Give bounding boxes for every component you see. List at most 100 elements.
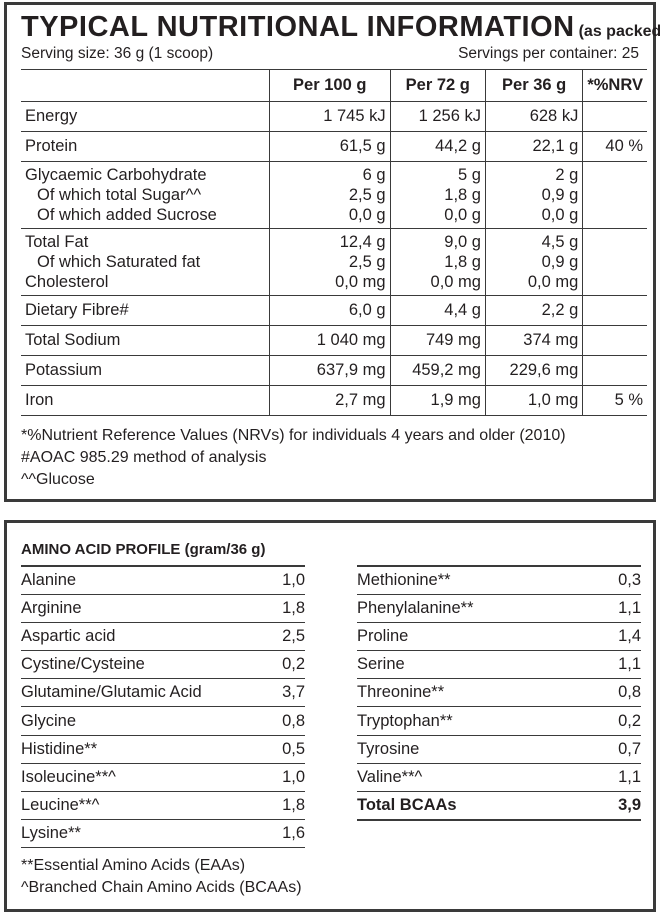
row-label: Iron: [21, 385, 270, 416]
row-value: 12,4 g: [339, 233, 386, 251]
amino-value: 0,2: [594, 706, 641, 736]
row-nrv: [582, 295, 647, 326]
row-value: 0,0 mg: [335, 273, 386, 291]
row-nrv: [582, 101, 647, 132]
amino-name: Glutamine/Glutamic Acid: [21, 678, 273, 708]
row-value: 0,0 mg: [527, 273, 579, 291]
row-nrv: [582, 355, 647, 386]
row-label: Total Sodium: [21, 325, 270, 356]
row-carbohydrate-group: Glycaemic Carbohydrate Of which total Su…: [21, 161, 647, 229]
amino-value: 0,8: [273, 706, 305, 736]
table-row: Serine 1,1: [357, 650, 641, 680]
row-value: 61,5 g: [268, 131, 391, 162]
amino-name: Leucine**^: [21, 791, 273, 821]
row-value: 5 g: [458, 166, 481, 184]
fat-per-72g: 9,0 g 1,8 g 0,0 mg: [389, 228, 486, 296]
row-label: Glycaemic Carbohydrate: [25, 166, 207, 184]
carb-labels: Glycaemic Carbohydrate Of which total Su…: [21, 161, 270, 229]
table-row: Glycine 0,8: [21, 706, 305, 736]
amino-value: 1,1: [594, 763, 641, 793]
nutrition-table: Per 100 g Per 72 g Per 36 g *%NRV Energy…: [21, 69, 647, 416]
row-value: 0,9 g: [541, 186, 579, 204]
carb-per-36g: 2 g 0,9 g 0,0 g: [484, 161, 584, 229]
header-per-36g: Per 36 g: [484, 69, 584, 102]
row-value: 1,9 mg: [389, 385, 486, 416]
nutrition-footnotes: *%Nutrient Reference Values (NRVs) for i…: [21, 425, 566, 491]
table-row: Alanine 1,0: [21, 564, 305, 595]
servings-per-container: Servings per container: 25: [458, 45, 639, 62]
serving-size: Serving size: 36 g (1 scoop): [21, 45, 214, 62]
total-bcaas-row: Total BCAAs 3,9: [357, 791, 641, 821]
row-value: 1 745 kJ: [268, 101, 391, 132]
amino-value: 0,8: [594, 678, 641, 708]
serving-info: Serving size: 36 g (1 scoop) Servings pe…: [21, 45, 639, 63]
row-energy: Energy 1 745 kJ 1 256 kJ 628 kJ: [21, 101, 647, 132]
row-value: 2,2 g: [484, 295, 584, 326]
row-value: 459,2 mg: [389, 355, 486, 386]
amino-name: Phenylalanine**: [357, 594, 595, 623]
table-row: Lysine** 1,6: [21, 819, 305, 849]
amino-panel: AMINO ACID PROFILE (gram/36 g) Alanine 1,…: [4, 520, 656, 912]
table-row: Glutamine/Glutamic Acid 3,7: [21, 678, 305, 708]
row-label: Of which Saturated fat: [37, 253, 201, 271]
amino-value: 0,3: [594, 564, 641, 595]
row-potassium: Potassium 637,9 mg 459,2 mg 229,6 mg: [21, 355, 647, 386]
table-row: Arginine 1,8: [21, 594, 305, 623]
carb-per-100g: 6 g 2,5 g 0,0 g: [268, 161, 391, 229]
row-sodium: Total Sodium 1 040 mg 749 mg 374 mg: [21, 325, 647, 356]
amino-value: 1,1: [594, 650, 641, 680]
header-per-100g: Per 100 g: [268, 69, 391, 102]
row-value: 2,5 g: [348, 253, 386, 271]
table-row: Phenylalanine** 1,1: [357, 594, 641, 623]
nutrition-title-main: TYPICAL NUTRITIONAL INFORMATION: [21, 11, 575, 43]
footnote-nrv: *%Nutrient Reference Values (NRVs) for i…: [21, 427, 566, 444]
amino-value: 2,5: [273, 622, 305, 652]
amino-value: 0,5: [273, 735, 305, 764]
amino-name: Valine**^: [357, 763, 595, 793]
amino-value: 0,2: [273, 650, 305, 680]
row-value: 44,2 g: [389, 131, 486, 162]
row-value: 9,0 g: [444, 233, 481, 251]
table-row: Threonine** 0,8: [357, 678, 641, 708]
amino-table-right: Methionine** 0,3 Phenylalanine** 1,1 Proli…: [357, 564, 641, 821]
amino-name: Glycine: [21, 706, 273, 736]
row-nrv: 40 %: [582, 131, 647, 162]
row-value: 374 mg: [484, 325, 584, 356]
amino-name: Isoleucine**^: [21, 763, 273, 793]
row-label: Potassium: [21, 355, 270, 386]
row-value: 628 kJ: [484, 101, 584, 132]
table-row: Methionine** 0,3: [357, 564, 641, 595]
table-row: Isoleucine**^ 1,0: [21, 763, 305, 793]
row-value: 6 g: [362, 166, 386, 184]
amino-name: Tryptophan**: [357, 706, 595, 736]
total-bcaas-label: Total BCAAs: [357, 791, 595, 821]
amino-value: 1,0: [273, 763, 305, 793]
footnote-bcaa: ^Branched Chain Amino Acids (BCAAs): [21, 879, 302, 896]
footnote-eaa: **Essential Amino Acids (EAAs): [21, 857, 246, 874]
amino-footnotes: **Essential Amino Acids (EAAs) ^Branched…: [21, 855, 302, 899]
fat-per-100g: 12,4 g 2,5 g 0,0 mg: [268, 228, 391, 296]
amino-value: 1,8: [273, 791, 305, 821]
amino-value: 0,7: [594, 735, 641, 764]
row-value: 0,0 mg: [430, 273, 481, 291]
table-row: Cystine/Cysteine 0,2: [21, 650, 305, 680]
amino-value: 1,8: [273, 594, 305, 623]
footnote-glucose: ^^Glucose: [21, 471, 95, 488]
fat-labels: Total Fat Of which Saturated fat Cholest…: [21, 228, 270, 296]
carb-per-72g: 5 g 1,8 g 0,0 g: [389, 161, 486, 229]
row-value: 0,0 g: [348, 206, 386, 224]
row-value: 6,0 g: [268, 295, 391, 326]
row-label: Total Fat: [25, 233, 89, 251]
row-value: 1 256 kJ: [389, 101, 486, 132]
table-row: Histidine** 0,5: [21, 735, 305, 764]
footnote-aoac: #AOAC 985.29 method of analysis: [21, 449, 267, 466]
row-nrv: [582, 325, 647, 356]
row-label: Of which total Sugar^^: [37, 186, 202, 204]
row-value: 2,5 g: [348, 186, 386, 204]
amino-value: 1,6: [273, 819, 305, 849]
row-fibre: Dietary Fibre# 6,0 g 4,4 g 2,2 g: [21, 295, 647, 326]
row-label: Protein: [21, 131, 270, 162]
header-blank: [21, 69, 270, 102]
row-value: 1,8 g: [444, 253, 481, 271]
amino-name: Histidine**: [21, 735, 273, 764]
